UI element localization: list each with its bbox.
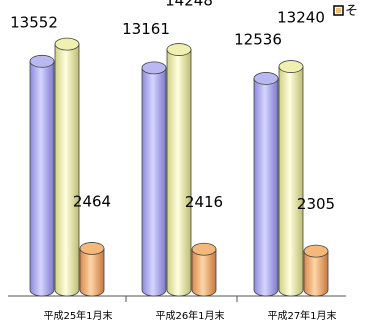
bar-top	[191, 242, 217, 256]
bar-body	[303, 250, 329, 297]
bar	[278, 60, 304, 297]
bar	[54, 37, 80, 297]
bar-body	[79, 248, 105, 297]
value-label: 13161	[122, 20, 170, 38]
bar-body	[54, 43, 80, 297]
bar-top	[278, 60, 304, 73]
category-label: 平成26年1月末	[155, 309, 224, 322]
category-label: 平成27年1月末	[267, 309, 336, 322]
bar-body	[29, 60, 55, 297]
bar-body	[141, 67, 167, 297]
legend-swatch-fill	[336, 8, 341, 13]
bar-top	[141, 61, 167, 75]
value-label: 2305	[297, 195, 335, 213]
bar-body	[166, 49, 192, 297]
value-label: 2416	[185, 193, 223, 211]
bar-top	[166, 43, 192, 56]
bar-top	[79, 242, 105, 255]
bar-top	[29, 54, 55, 68]
bar-body	[253, 78, 279, 297]
value-label: 13552	[10, 13, 58, 31]
bar	[141, 61, 167, 297]
value-label: 13240	[277, 9, 325, 27]
bar	[29, 54, 55, 297]
bar	[79, 242, 105, 297]
bar-top	[303, 244, 329, 258]
bar	[191, 242, 217, 297]
bar-top	[253, 72, 279, 85]
bar	[166, 43, 192, 297]
value-label: 14569	[53, 0, 101, 4]
value-label: 2464	[73, 192, 111, 210]
bar-top	[54, 37, 80, 51]
bar	[253, 72, 279, 297]
bar-body	[278, 66, 304, 297]
category-label: 平成25年1月末	[43, 309, 112, 322]
bars-group	[29, 37, 329, 297]
value-label: 12536	[234, 30, 282, 48]
legend-text: そ	[345, 4, 358, 19]
bar-body	[191, 248, 217, 297]
bar	[303, 244, 329, 297]
value-label: 14248	[165, 0, 213, 10]
labels-group: 平成25年1月末 13552 14569 2464 平成26年1月末 13161 14248…	[10, 0, 336, 322]
